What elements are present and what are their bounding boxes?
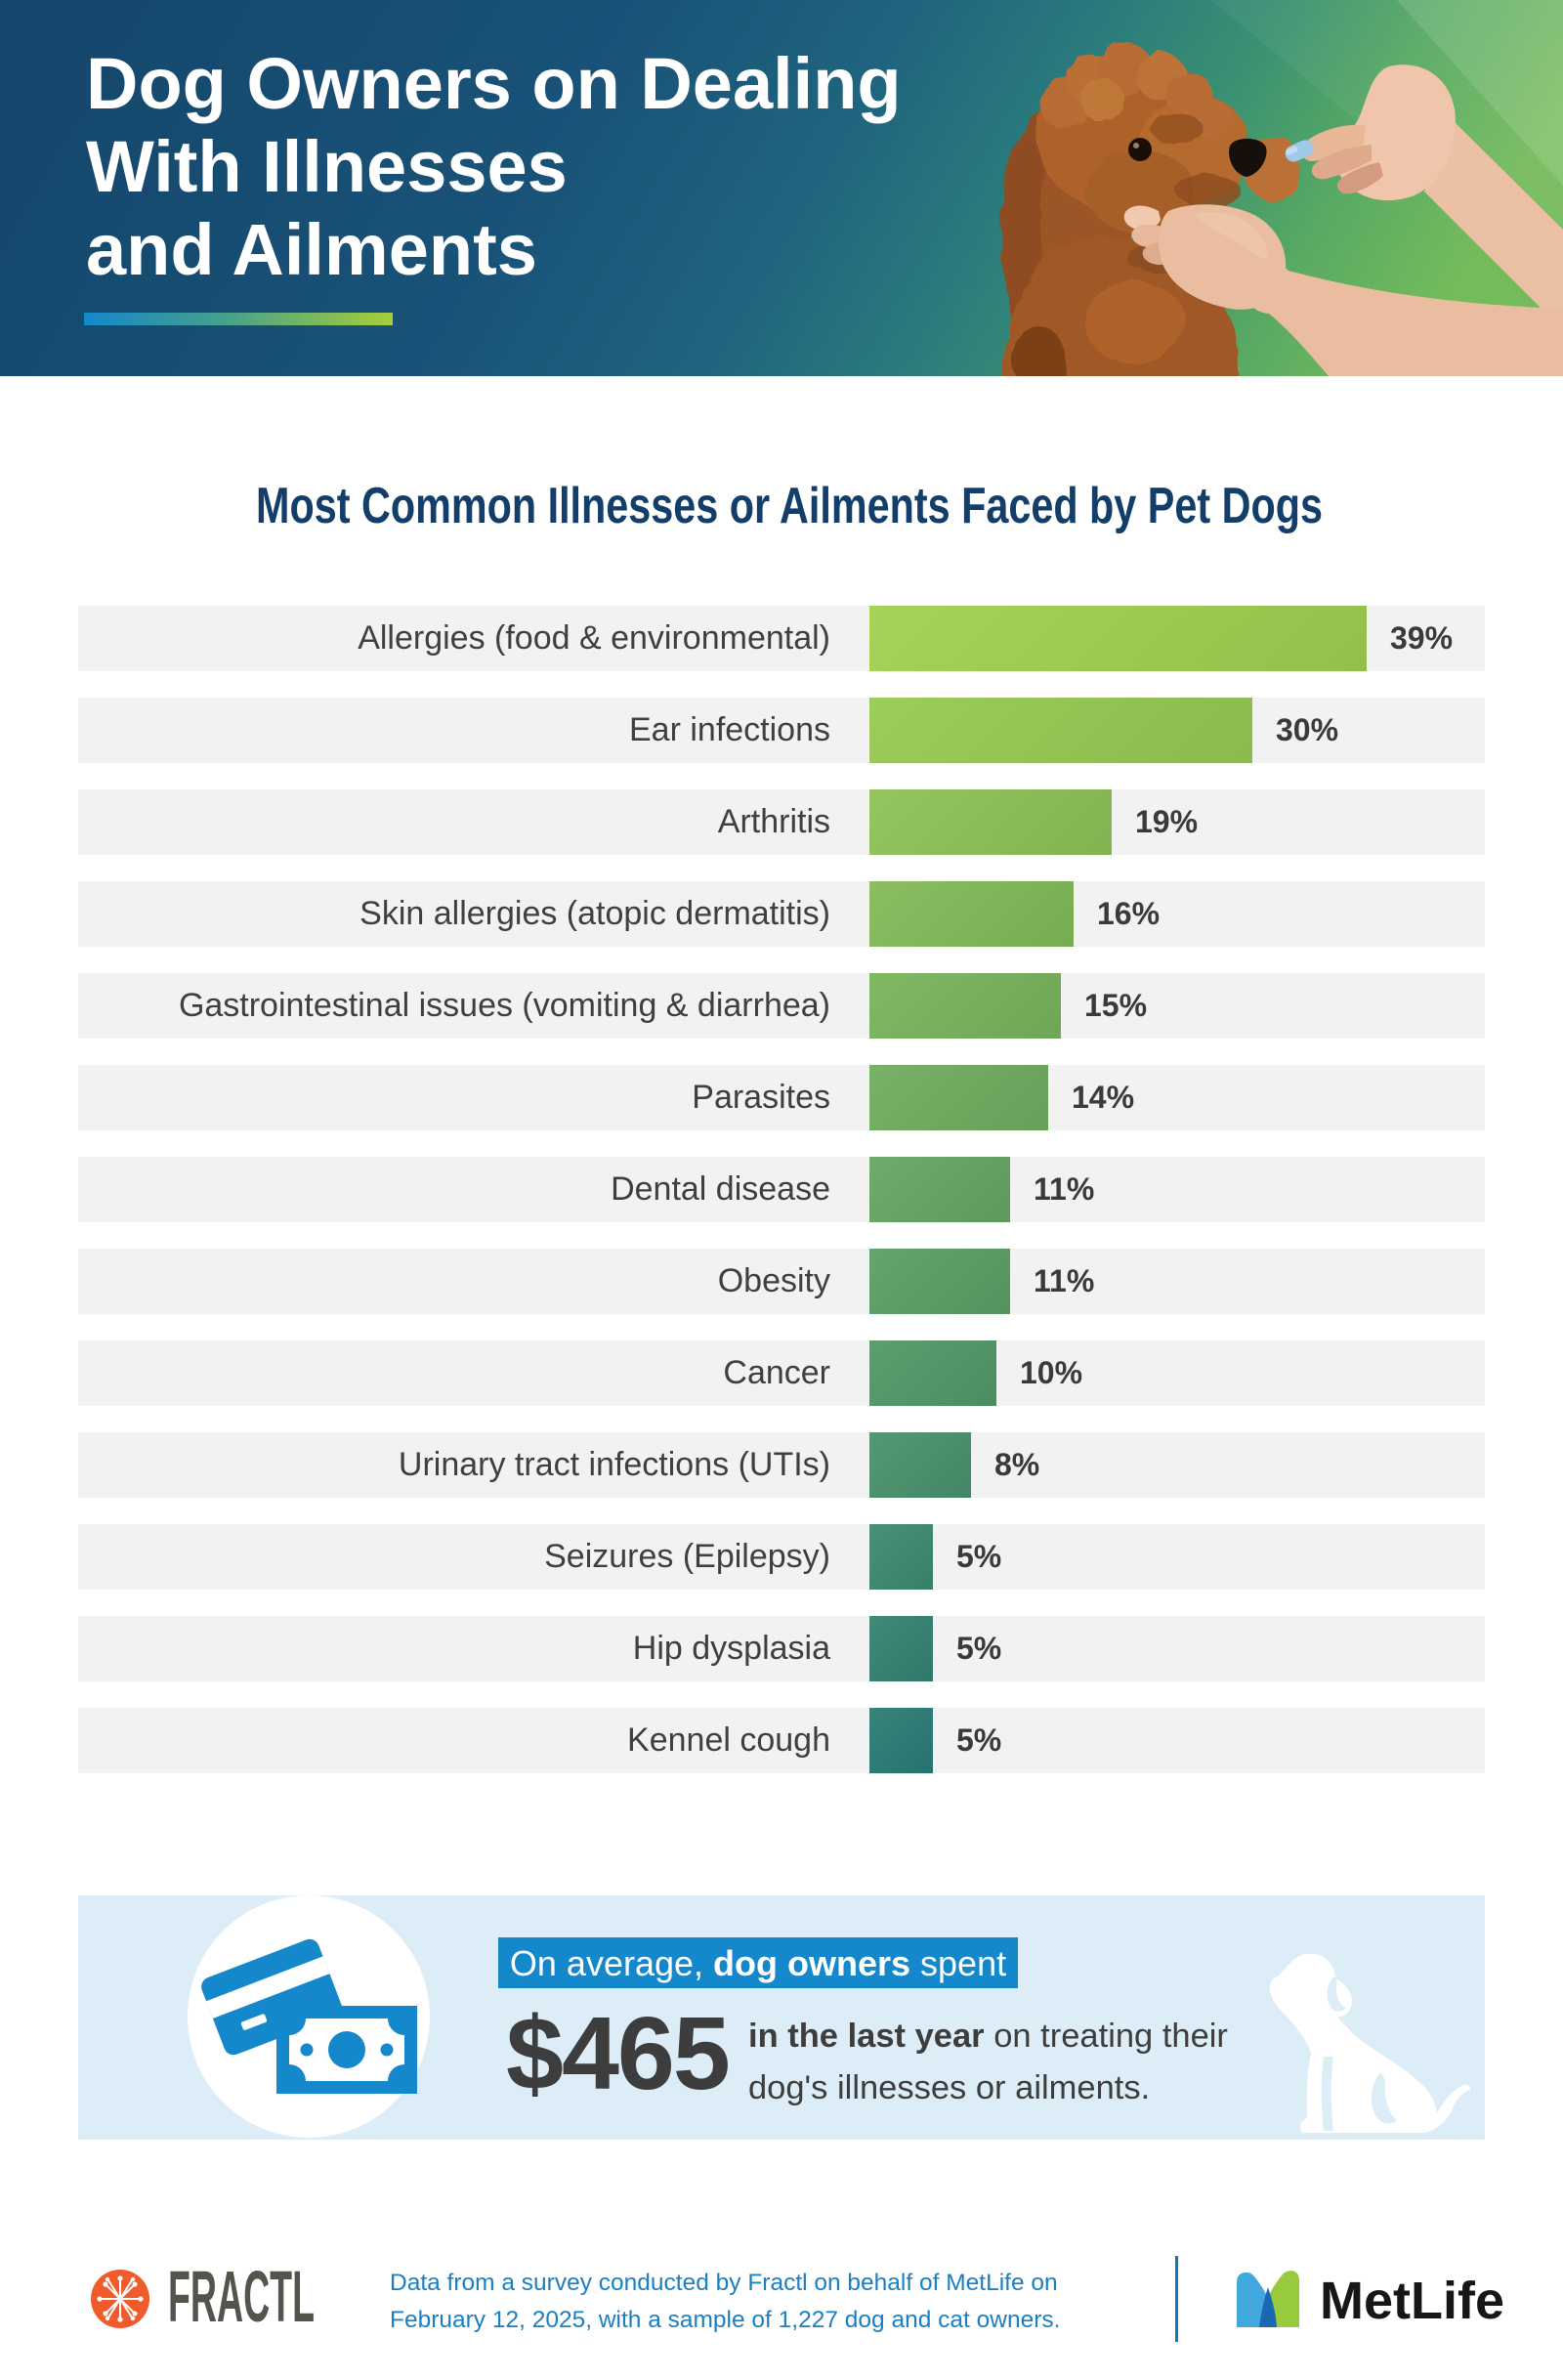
svg-text:FRACTL: FRACTL [168, 2257, 315, 2337]
